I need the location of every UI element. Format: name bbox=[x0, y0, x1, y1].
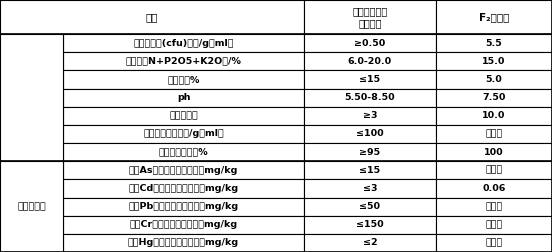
Bar bbox=[304, 179, 436, 198]
Bar bbox=[304, 107, 436, 125]
Bar bbox=[304, 0, 436, 34]
Bar bbox=[63, 52, 304, 70]
Bar bbox=[436, 216, 552, 234]
Text: ≤50: ≤50 bbox=[359, 202, 380, 211]
Text: ≥0.50: ≥0.50 bbox=[354, 39, 385, 48]
Text: ≤2: ≤2 bbox=[363, 238, 377, 247]
Text: 有效期，月: 有效期，月 bbox=[169, 111, 198, 120]
Bar bbox=[63, 161, 304, 179]
Bar bbox=[436, 143, 552, 161]
Text: 水溶率，%: 水溶率，% bbox=[167, 75, 200, 84]
Bar bbox=[304, 161, 436, 179]
Bar bbox=[436, 52, 552, 70]
Bar bbox=[436, 198, 552, 216]
Bar bbox=[63, 179, 304, 198]
Text: 0.06: 0.06 bbox=[482, 184, 506, 193]
Bar bbox=[0, 161, 63, 252]
Text: 未检出: 未检出 bbox=[485, 166, 503, 175]
Bar bbox=[436, 88, 552, 107]
Text: 最大杂菌限数，个/g（ml）: 最大杂菌限数，个/g（ml） bbox=[143, 130, 224, 138]
Bar bbox=[304, 198, 436, 216]
Bar bbox=[63, 143, 304, 161]
Text: 镉（Cd）（以鲜干基计），mg/kg: 镉（Cd）（以鲜干基计），mg/kg bbox=[129, 184, 238, 193]
Bar bbox=[63, 234, 304, 252]
Text: 项目: 项目 bbox=[146, 12, 158, 22]
Bar bbox=[63, 125, 304, 143]
Text: 铅（Pb）（以鲜干基计），mg/kg: 铅（Pb）（以鲜干基计），mg/kg bbox=[129, 202, 238, 211]
Bar bbox=[436, 161, 552, 179]
Bar bbox=[63, 34, 304, 52]
Text: F₂实测值: F₂实测值 bbox=[479, 12, 509, 22]
Text: 未检出: 未检出 bbox=[485, 238, 503, 247]
Text: 重金属含量: 重金属含量 bbox=[17, 202, 46, 211]
Bar bbox=[63, 107, 304, 125]
Text: 未检出: 未检出 bbox=[485, 202, 503, 211]
Text: 6.0-20.0: 6.0-20.0 bbox=[348, 57, 392, 66]
Bar bbox=[304, 143, 436, 161]
Text: 5.0: 5.0 bbox=[486, 75, 502, 84]
Bar bbox=[304, 88, 436, 107]
Bar bbox=[436, 70, 552, 88]
Bar bbox=[304, 216, 436, 234]
Text: 5.50-8.50: 5.50-8.50 bbox=[344, 93, 395, 102]
Text: ≤3: ≤3 bbox=[363, 184, 377, 193]
Text: ≤15: ≤15 bbox=[359, 75, 380, 84]
Text: 100: 100 bbox=[484, 148, 504, 156]
Text: ≥95: ≥95 bbox=[359, 148, 380, 156]
Bar bbox=[304, 52, 436, 70]
Bar bbox=[304, 125, 436, 143]
Text: 铬（Cr）（以鲜干基计），mg/kg: 铬（Cr）（以鲜干基计），mg/kg bbox=[130, 220, 237, 229]
Text: ≥3: ≥3 bbox=[363, 111, 377, 120]
Text: 未检出: 未检出 bbox=[485, 130, 503, 138]
Text: 液体生态复肥
国家标准: 液体生态复肥 国家标准 bbox=[352, 6, 388, 28]
Bar bbox=[436, 34, 552, 52]
Bar bbox=[436, 234, 552, 252]
Text: 总养分（N+P2O5+K2O）/%: 总养分（N+P2O5+K2O）/% bbox=[126, 57, 241, 66]
Bar bbox=[436, 107, 552, 125]
Text: 砷（As）（以鲜干基计），mg/kg: 砷（As）（以鲜干基计），mg/kg bbox=[129, 166, 238, 175]
Text: 有效活菌数(cfu)，亿/g（ml）: 有效活菌数(cfu)，亿/g（ml） bbox=[133, 39, 234, 48]
Text: 5.5: 5.5 bbox=[486, 39, 502, 48]
Bar bbox=[63, 216, 304, 234]
Bar bbox=[63, 88, 304, 107]
Bar bbox=[304, 70, 436, 88]
Text: 细菌鳞死亡率，%: 细菌鳞死亡率，% bbox=[159, 148, 208, 156]
Bar bbox=[436, 0, 552, 34]
Text: 汞（Hg）（以鲜干基计），mg/kg: 汞（Hg）（以鲜干基计），mg/kg bbox=[128, 238, 239, 247]
Bar bbox=[304, 234, 436, 252]
Bar bbox=[436, 125, 552, 143]
Text: 未检出: 未检出 bbox=[485, 220, 503, 229]
Bar bbox=[0, 0, 304, 34]
Text: ≤150: ≤150 bbox=[356, 220, 384, 229]
Bar bbox=[0, 34, 63, 161]
Bar bbox=[436, 179, 552, 198]
Text: 10.0: 10.0 bbox=[482, 111, 506, 120]
Text: ≤15: ≤15 bbox=[359, 166, 380, 175]
Text: 15.0: 15.0 bbox=[482, 57, 506, 66]
Bar bbox=[63, 70, 304, 88]
Text: ≤100: ≤100 bbox=[356, 130, 384, 138]
Bar bbox=[304, 34, 436, 52]
Text: 7.50: 7.50 bbox=[482, 93, 506, 102]
Bar bbox=[63, 198, 304, 216]
Text: ph: ph bbox=[177, 93, 190, 102]
